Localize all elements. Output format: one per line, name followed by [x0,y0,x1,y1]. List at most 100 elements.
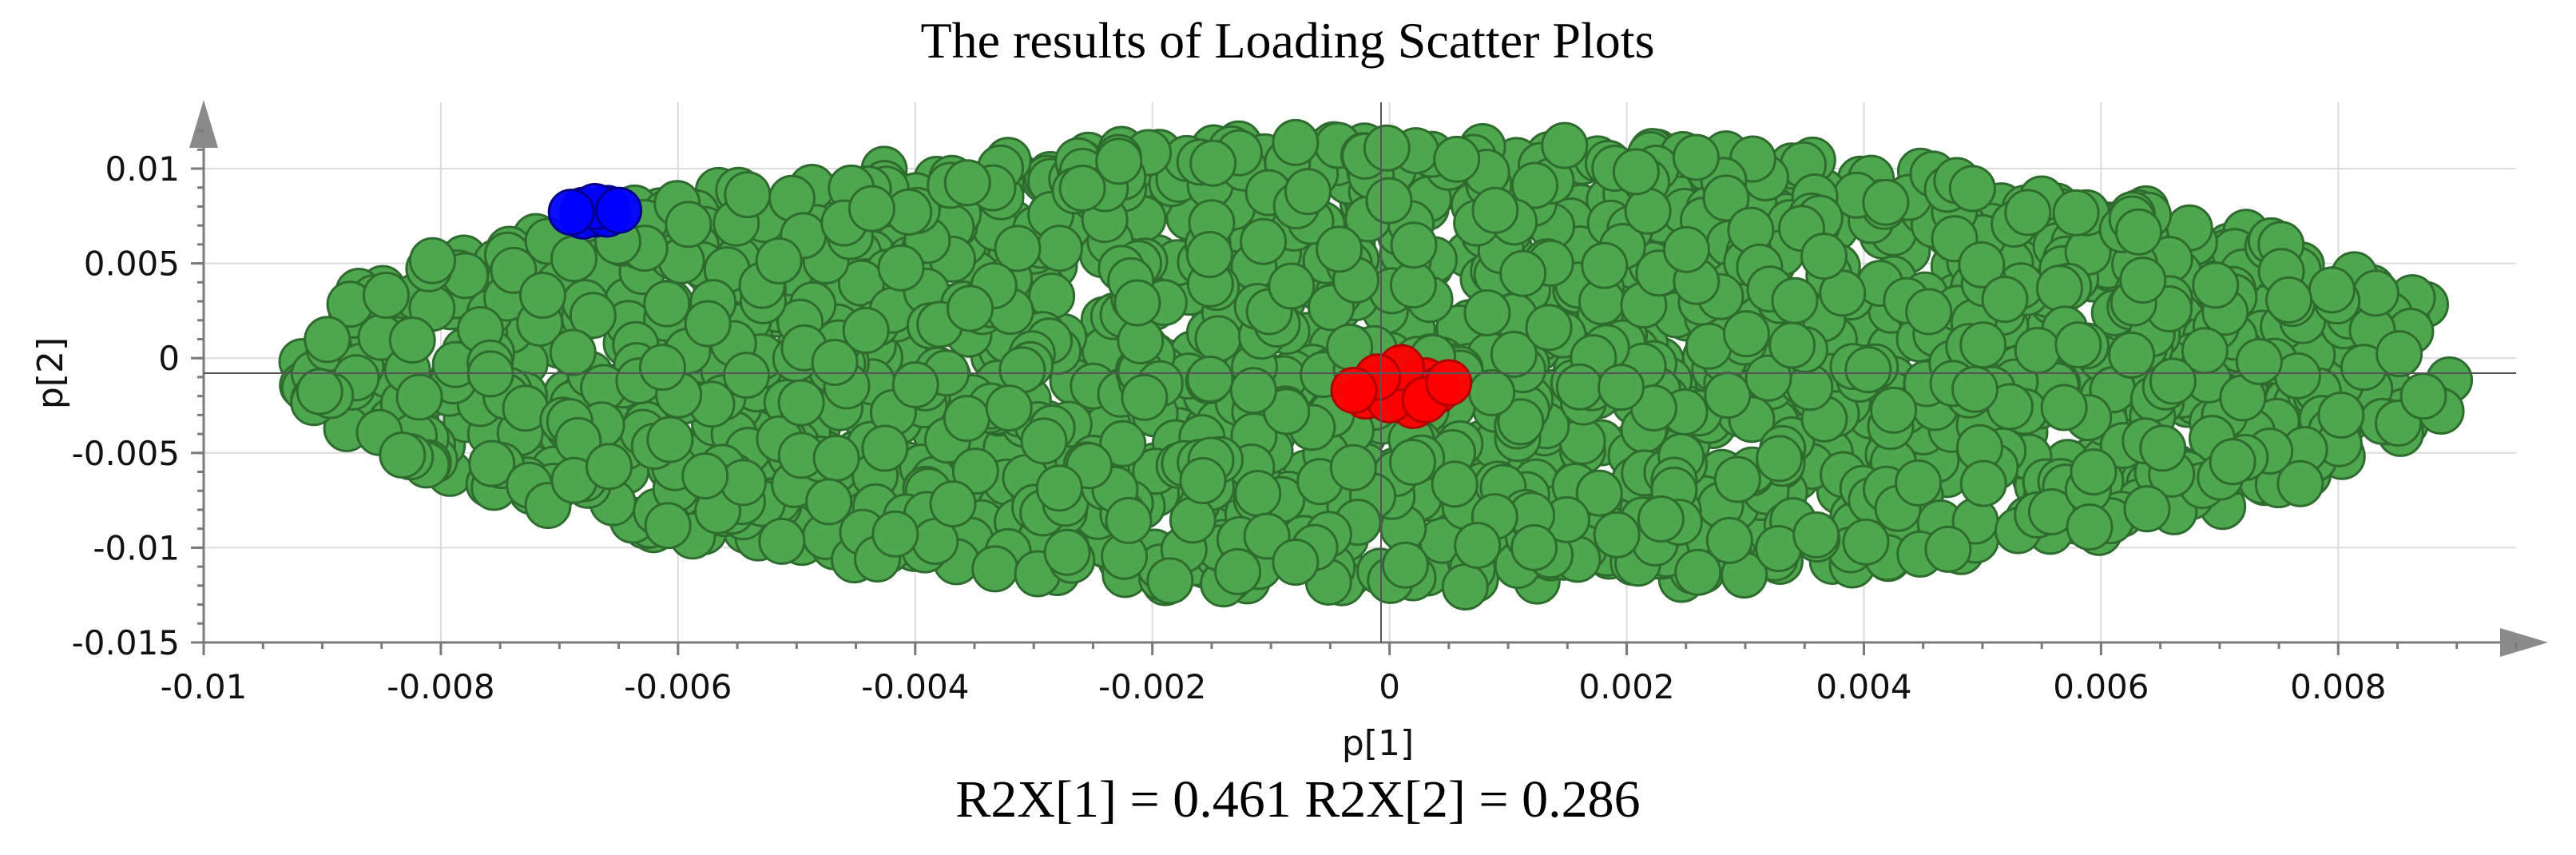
green-point [861,424,909,472]
green-point [1194,315,1242,363]
green-point [1951,365,1999,413]
green-point [1744,354,1792,402]
green-point [1272,118,1320,166]
green-point [1035,225,1083,272]
green-point [2066,503,2114,551]
green-point [1510,523,1558,571]
green-point [1468,368,1516,416]
green-point [2035,264,2083,312]
green-point [644,502,692,550]
green-point [2209,438,2256,486]
green-point [1490,330,1538,378]
green-point [842,307,890,355]
green-point [1020,417,1068,465]
green-point [585,443,633,491]
green-point [994,225,1042,272]
green-point [1390,221,1438,269]
green-point [1388,438,1436,486]
x-tick-label: 0.004 [1816,667,1911,706]
green-point [1471,186,1519,234]
green-point [1454,521,1502,569]
green-point [1099,420,1147,467]
green-point [1768,321,1816,369]
green-point [2265,276,2313,324]
green-point [1179,457,1227,505]
x-tick-label: 0.006 [2053,667,2149,706]
green-point [1497,398,1545,446]
green-point [2192,261,2240,309]
green-point [1598,364,1645,412]
green-point [1433,135,1481,183]
green-point [1043,528,1091,576]
green-point [2004,189,2052,237]
green-point [871,510,919,558]
green-point [891,361,939,409]
green-point [665,201,712,249]
green-point [723,352,771,400]
green-point [1713,455,1761,503]
green-point [681,452,729,500]
green-point [684,300,732,348]
green-point [2054,321,2102,369]
green-point [947,284,994,332]
green-point [1272,538,1320,586]
x-tick-label: -0.004 [861,667,969,706]
green-point [1316,225,1363,273]
green-point [550,235,598,283]
green-point [2014,327,2062,375]
green-point [1095,137,1143,185]
y-tick-label: -0.015 [72,623,180,662]
green-point [408,237,456,284]
x-tick-label: 0.002 [1578,667,1674,706]
green-point [1121,373,1169,421]
green-point [1510,161,1558,209]
green-point [2276,459,2324,507]
green-point [1555,363,1603,411]
green-point [724,171,772,219]
green-point [468,439,516,487]
green-point [1189,139,1237,187]
green-point [951,447,999,495]
green-point [1792,511,1840,559]
x-axis-label: p[1] [1342,723,1414,764]
chart-title: The results of Loading Scatter Plots [921,12,1655,69]
green-point [1113,279,1161,327]
green-point [646,416,694,463]
green-point [985,384,1033,432]
green-point [1905,288,1953,336]
green-point [777,379,825,427]
green-point [1431,460,1479,508]
y-tick-label: -0.005 [72,434,180,473]
green-point [395,373,443,421]
green-point [1637,495,1685,543]
green-point [2070,448,2118,496]
green-point [296,368,343,416]
green-point [929,480,977,528]
green-point [1234,469,1282,517]
green-point [1958,241,2006,288]
y-axis-label: p[2] [30,337,71,409]
green-point [812,434,860,482]
green-point [1365,177,1413,225]
green-point [2352,269,2399,317]
green-point [1499,249,1547,297]
green-point [1028,272,1076,320]
x-tick-label: -0.008 [387,667,494,706]
green-point [1541,121,1589,169]
green-point [1381,541,1429,589]
green-point [943,395,990,443]
green-point [2317,391,2365,439]
green-point [388,316,436,364]
green-point [1981,276,2029,324]
green-point [643,280,691,328]
green-point [1924,525,1972,573]
y-tick-label: 0.01 [105,149,180,189]
green-point [1662,225,1710,273]
green-point [2308,266,2356,314]
green-point [1612,148,1660,196]
green-point [1704,372,1752,420]
green-point [1284,168,1332,216]
r2x-summary: R2X[1] = 0.461 R2X[2] = 0.286 [955,770,1640,829]
y-axis-arrow [189,100,218,148]
